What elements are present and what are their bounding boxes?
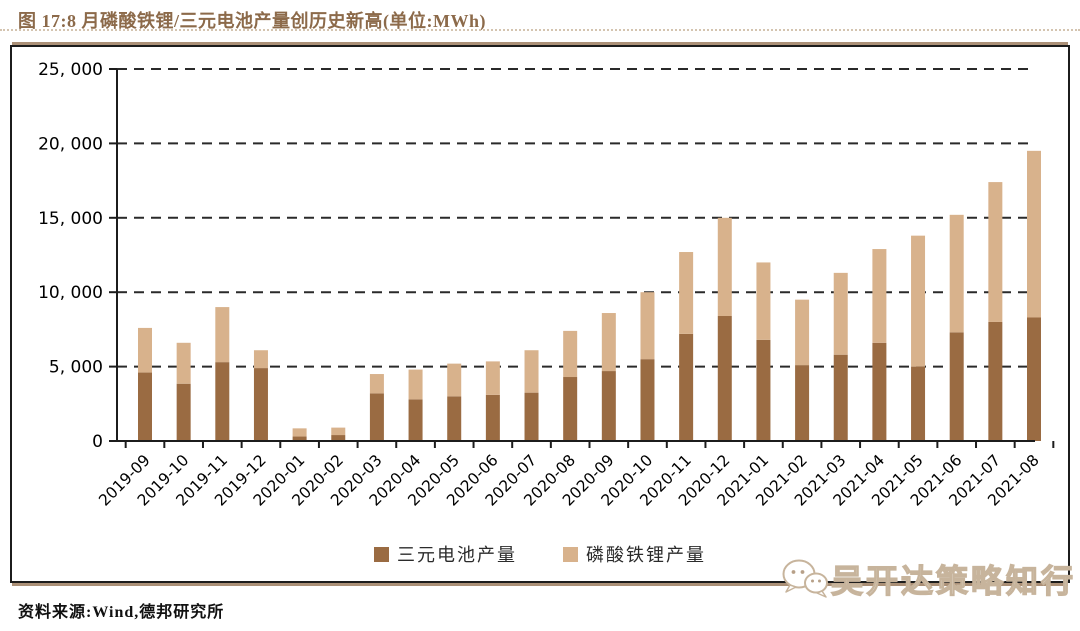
bar-segment-ternary <box>485 394 500 441</box>
bar-segment-lfp <box>331 427 346 436</box>
bar-segment-ternary <box>717 316 732 441</box>
bar-segment-ternary <box>215 362 230 441</box>
bar-segment-lfp <box>138 327 152 373</box>
bar-segment-ternary <box>679 333 694 441</box>
y-tick-label: 20, 000 <box>38 134 103 154</box>
watermark-text: 吴开达策略知行 <box>830 562 1076 599</box>
legend-label-lfp: 磷酸铁锂产量 <box>586 545 706 565</box>
bar-segment-lfp <box>215 307 230 363</box>
bar-segment-ternary <box>524 392 539 441</box>
bar-segment-lfp <box>679 252 694 334</box>
bar-segment-lfp <box>640 292 655 360</box>
bar-segment-lfp <box>717 217 732 317</box>
y-tick-label: 0 <box>92 432 103 452</box>
y-tick-label: 25, 000 <box>38 60 103 80</box>
title-divider <box>0 29 1080 31</box>
legend-item-ternary: 三元电池产量 <box>374 541 517 567</box>
bar-segment-ternary <box>408 399 423 441</box>
bar-segment-lfp <box>524 350 539 393</box>
source-line: 资料来源:Wind,德邦研究所 <box>18 604 225 621</box>
bar-segment-ternary <box>1027 317 1041 441</box>
bar-segment-lfp <box>833 272 848 355</box>
bar-segment-ternary <box>253 368 268 441</box>
bar-segment-lfp <box>408 369 423 400</box>
bar-segment-lfp <box>795 299 810 366</box>
bar-segment-lfp <box>292 428 307 437</box>
bar-segment-ternary <box>949 332 964 441</box>
bar-segment-lfp <box>949 214 964 333</box>
bar-segment-ternary <box>138 372 152 441</box>
bar-segment-ternary <box>176 383 191 441</box>
bar-segment-ternary <box>601 371 616 441</box>
bar-segment-ternary <box>447 396 462 441</box>
bar-segment-ternary <box>640 359 655 441</box>
y-tick-label: 5, 000 <box>49 358 103 378</box>
bar-segment-ternary <box>833 354 848 441</box>
bar-segment-lfp <box>756 262 771 340</box>
bar-segment-ternary <box>911 366 926 441</box>
bar-segment-ternary <box>872 342 887 441</box>
bar-segment-ternary <box>988 321 1003 441</box>
chart-title: 图 17:8 月磷酸铁锂/三元电池产量创历史新高(单位:MWh) <box>18 11 486 31</box>
legend-item-lfp: 磷酸铁锂产量 <box>563 541 706 567</box>
wechat-bubbles-icon <box>781 557 829 601</box>
bar-segment-ternary <box>795 365 810 441</box>
bar-segment-lfp <box>1027 150 1041 318</box>
watermark: 吴开达策略知行 <box>781 556 1076 602</box>
bar-segment-lfp <box>176 342 191 384</box>
bar-segment-lfp <box>253 350 268 369</box>
bar-segment-lfp <box>601 313 616 372</box>
bar-segment-lfp <box>563 330 578 378</box>
bar-segment-lfp <box>485 361 500 395</box>
legend-swatch-lfp <box>563 546 578 562</box>
bar-segment-lfp <box>447 363 462 397</box>
bar-segment-lfp <box>988 182 1003 322</box>
bar-segment-ternary <box>331 435 346 441</box>
bar-segment-ternary <box>292 436 307 441</box>
bar-segment-ternary <box>563 377 578 441</box>
bar-segment-lfp <box>872 249 887 343</box>
chart-frame: 0 5, 000 10, 000 15, 000 20, 000 25, 000 2019-… <box>10 45 1070 583</box>
bar-segment-ternary <box>369 393 384 441</box>
legend-swatch-ternary <box>374 546 389 562</box>
bar-segment-lfp <box>911 235 926 367</box>
y-tick-label: 15, 000 <box>38 209 103 229</box>
bar-segment-ternary <box>756 339 771 441</box>
chart-legend: 三元电池产量 磷酸铁锂产量 <box>12 541 1068 567</box>
bar-segment-lfp <box>369 374 384 394</box>
y-tick-label: 10, 000 <box>38 283 103 303</box>
legend-label-ternary: 三元电池产量 <box>397 545 517 565</box>
